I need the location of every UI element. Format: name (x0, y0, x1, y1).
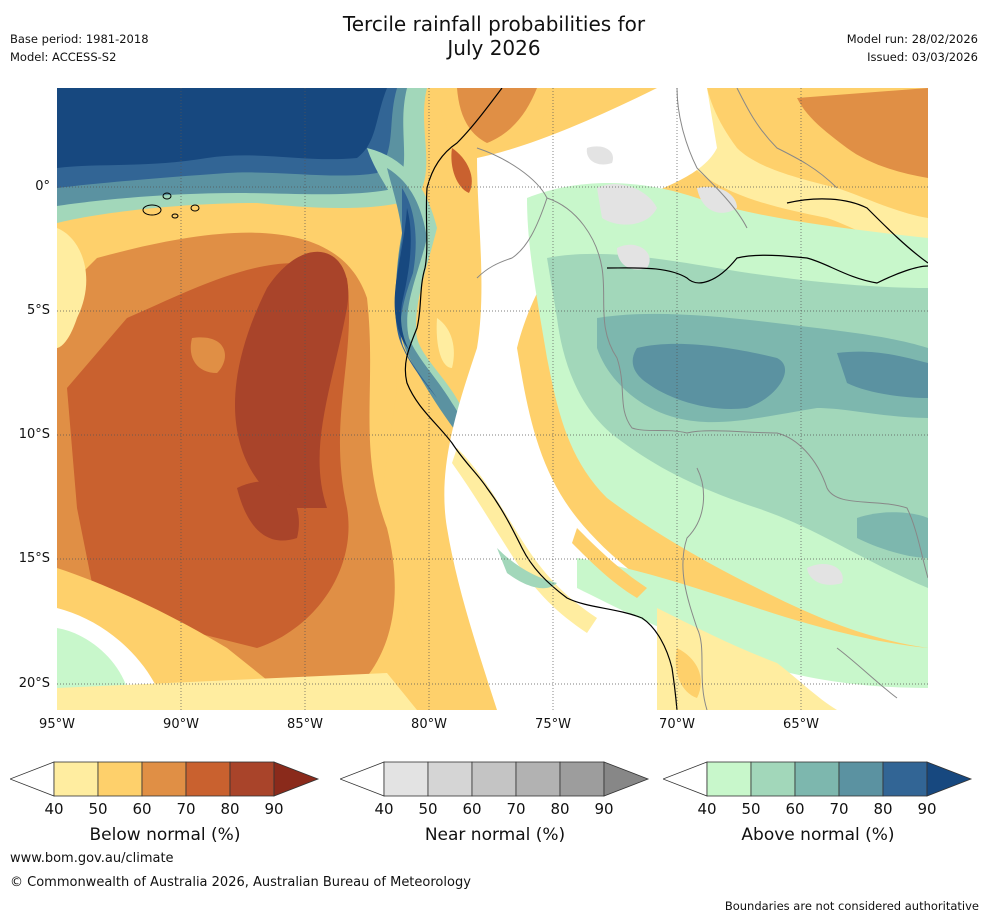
header-right-info: Model run: 28/02/2026 Issued: 03/03/2026 (847, 30, 978, 66)
map-title-line1: Tercile rainfall probabilities for (342, 12, 646, 36)
northeast-below-normal-field (437, 88, 928, 258)
above-normal-colorbar: 40 50 60 70 80 90 Above normal (%) (661, 760, 973, 850)
below-normal-tick-80: 80 (220, 800, 240, 818)
base-period-text: Base period: 1981-2018 (10, 32, 149, 46)
below-normal-tick-40: 40 (44, 800, 64, 818)
footer-disclaimer: Boundaries are not considered authoritat… (724, 899, 979, 913)
lon-label-80w: 80°W (411, 717, 447, 732)
near-normal-above-90-swatch (603, 761, 650, 797)
above-normal-swatch-60 (794, 761, 840, 797)
map-title-line2: July 2026 (447, 36, 541, 60)
near-normal-colorbar-title: Near normal (%) (424, 825, 566, 845)
near-normal-swatch-80 (559, 761, 605, 797)
lat-label-10s: 10°S (18, 427, 50, 442)
near-normal-colorbar-swatches (338, 761, 650, 797)
above-normal-swatch-70 (838, 761, 884, 797)
near-normal-tick-50: 50 (418, 800, 438, 818)
galapagos-islands (142, 192, 200, 219)
near-normal-tick-40: 40 (374, 800, 394, 818)
above-normal-swatch-50 (750, 761, 796, 797)
lon-label-70w: 70°W (659, 717, 695, 732)
model-run-text: Model run: 28/02/2026 (846, 32, 978, 46)
below-normal-swatch-70 (185, 761, 231, 797)
map-title: Tercile rainfall probabilities for July … (0, 12, 988, 60)
near-normal-swatch-60 (471, 761, 517, 797)
lon-label-75w: 75°W (535, 717, 571, 732)
lat-label-5s: 5°S (26, 303, 50, 318)
above-normal-tick-90: 90 (917, 800, 937, 818)
near-normal-swatch-70 (515, 761, 561, 797)
below-normal-swatch-40 (53, 761, 99, 797)
above-normal-swatch-40 (706, 761, 752, 797)
above-normal-tick-50: 50 (741, 800, 761, 818)
near-normal-below-40-swatch (338, 761, 385, 797)
above-normal-tick-70: 70 (829, 800, 849, 818)
footer-copyright: © Commonwealth of Australia 2026, Austra… (10, 875, 471, 890)
above-normal-swatch-80 (882, 761, 928, 797)
lon-label-65w: 65°W (783, 717, 819, 732)
above-normal-colorbar-title: Above normal (%) (741, 825, 895, 845)
below-normal-tick-90: 90 (264, 800, 284, 818)
lon-label-90w: 90°W (163, 717, 199, 732)
above-normal-tick-80: 80 (873, 800, 893, 818)
country-borders (476, 88, 928, 710)
near-normal-tick-70: 70 (506, 800, 526, 818)
below-normal-tick-60: 60 (132, 800, 152, 818)
below-normal-tick-70: 70 (176, 800, 196, 818)
header-left-info: Base period: 1981-2018 Model: ACCESS-S2 (10, 30, 149, 66)
near-normal-tick-60: 60 (462, 800, 482, 818)
below-normal-swatch-50 (97, 761, 143, 797)
footer-url[interactable]: www.bom.gov.au/climate (10, 851, 174, 866)
southeast-below-normal-core (675, 648, 701, 698)
above-normal-above-90-swatch (926, 761, 973, 797)
near-normal-tick-80: 80 (550, 800, 570, 818)
lat-label-15s: 15°S (18, 551, 50, 566)
map-canvas (57, 88, 928, 710)
above-normal-colorbar-swatches (661, 761, 973, 797)
above-normal-below-40-swatch (661, 761, 708, 797)
issued-text: Issued: 03/03/2026 (867, 50, 978, 64)
below-normal-colorbar-swatches (8, 761, 320, 797)
model-text: Model: ACCESS-S2 (10, 50, 117, 64)
inland-above-normal-field (527, 183, 928, 688)
near-normal-tick-90: 90 (594, 800, 614, 818)
near-normal-swatch-50 (427, 761, 473, 797)
ocean-below-normal-field (57, 198, 437, 710)
near-normal-colorbar: 40 50 60 70 80 90 Near normal (%) (338, 760, 650, 850)
equatorial-above-normal-field (57, 88, 480, 448)
lon-label-95w: 95°W (39, 717, 75, 732)
above-normal-tick-60: 60 (785, 800, 805, 818)
below-normal-colorbar-title: Below normal (%) (89, 825, 241, 845)
below-normal-above-90-swatch (273, 761, 320, 797)
above-normal-tick-40: 40 (697, 800, 717, 818)
below-normal-colorbar: 40 50 60 70 80 90 Below normal (%) (8, 760, 320, 850)
below-normal-tick-50: 50 (88, 800, 108, 818)
near-normal-patches (586, 146, 843, 585)
gridlines (57, 88, 928, 710)
below-normal-swatch-60 (141, 761, 187, 797)
below-normal-swatch-80 (229, 761, 275, 797)
lat-label-0: 0° (35, 179, 50, 194)
near-normal-swatch-40 (383, 761, 429, 797)
coastline (404, 88, 928, 710)
lon-label-85w: 85°W (287, 717, 323, 732)
probability-map[interactable] (57, 88, 928, 710)
below-normal-below-40-swatch (8, 761, 55, 797)
lat-label-20s: 20°S (18, 676, 50, 691)
